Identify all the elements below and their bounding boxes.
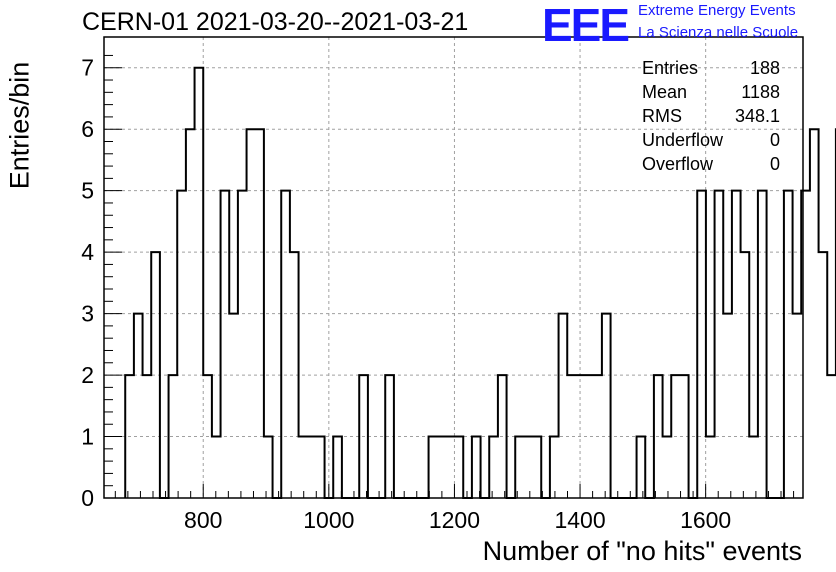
- histogram-bin: [827, 375, 836, 498]
- histogram-bin: [221, 191, 230, 498]
- histogram-bin: [299, 437, 308, 498]
- histogram-bin: [637, 437, 646, 498]
- x-tick-label: 1600: [680, 507, 731, 533]
- y-tick-label: 2: [81, 362, 94, 388]
- stats-row-underflow: Underflow 0: [642, 130, 780, 154]
- histogram-bin: [784, 191, 793, 498]
- stats-row-overflow: Overflow 0: [642, 154, 780, 178]
- plot-frame: [103, 36, 804, 499]
- stats-value: 348.1: [734, 106, 780, 126]
- stats-value: 188: [749, 58, 780, 78]
- histogram-bin: [446, 437, 455, 498]
- histogram-bin: [455, 437, 464, 498]
- x-axis-label: Number of "no hits" events: [482, 536, 802, 566]
- histogram-bin: [758, 191, 767, 498]
- stats-row-mean: Mean 1188: [642, 82, 780, 106]
- stats-key: Entries: [642, 58, 699, 78]
- histogram-bin: [732, 191, 741, 498]
- stats-key: Mean: [642, 82, 688, 102]
- histogram-line: [124, 66, 836, 499]
- stats-value: 1188: [741, 82, 780, 102]
- y-tick-label: 0: [81, 485, 94, 511]
- histogram-bin: [429, 437, 438, 498]
- histogram-bin: [238, 191, 247, 498]
- histogram-bin: [810, 129, 819, 498]
- logo-tagline-1: Extreme Energy Events: [638, 2, 796, 19]
- y-axis-label: Entries/bin: [4, 61, 35, 190]
- histogram-bin: [212, 437, 221, 498]
- histogram-bin: [134, 314, 143, 498]
- histogram-bin: [550, 437, 559, 498]
- histogram-bin: [195, 68, 204, 498]
- y-axis: 0 1 2 3 4 5 6 7: [81, 55, 122, 511]
- histogram-bin: [177, 191, 186, 498]
- histogram-bin: [749, 437, 758, 498]
- histogram-bin: [602, 314, 611, 498]
- histogram-bin: [229, 314, 238, 498]
- stats-key: Underflow: [642, 130, 724, 150]
- x-tick-label: 1200: [429, 507, 480, 533]
- histogram-bin: [316, 437, 325, 498]
- stats-value: 0: [769, 154, 780, 174]
- x-tick-label: 1000: [303, 507, 354, 533]
- y-tick-label: 5: [81, 178, 94, 204]
- histogram-bin: [437, 437, 446, 498]
- x-tick-label: 800: [184, 507, 222, 533]
- y-tick-label: 6: [81, 116, 94, 142]
- histogram-bin: [333, 437, 342, 498]
- histogram-bin: [472, 437, 481, 498]
- y-tick-label: 4: [81, 239, 94, 265]
- histogram-bin: [264, 437, 273, 498]
- histogram-bin: [663, 437, 672, 498]
- histogram-bin: [793, 314, 802, 498]
- y-tick-label: 1: [81, 424, 94, 450]
- histogram-bin: [281, 191, 290, 498]
- histogram-bin: [706, 437, 715, 498]
- stats-row-entries: Entries 188: [642, 58, 780, 82]
- histogram-bin: [559, 314, 568, 498]
- stats-key: RMS: [642, 106, 682, 126]
- logo-tagline-2: La Scienza nelle Scuole: [638, 24, 799, 41]
- plot-border: [103, 36, 804, 499]
- y-tick-label: 7: [81, 55, 94, 81]
- stats-key: Overflow: [642, 154, 714, 174]
- histogram-bin: [533, 437, 542, 498]
- histogram-bin: [697, 191, 706, 498]
- stats-row-rms: RMS 348.1: [642, 106, 780, 130]
- stats-value: 0: [769, 130, 780, 150]
- histogram-bin: [489, 437, 498, 498]
- chart-title: CERN-01 2021-03-20--2021-03-21: [82, 8, 469, 36]
- eee-logo: EEE: [542, 0, 630, 51]
- histogram-bin: [723, 314, 732, 498]
- x-tick-label: 1400: [554, 507, 605, 533]
- histogram-bin: [307, 437, 316, 498]
- stats-box: Entries 188 Mean 1188 RMS 348.1 Underflow 0 …: [642, 58, 780, 178]
- x-axis: 800 1000 1200 1400 1600: [114, 484, 795, 533]
- histogram-bin: [819, 252, 828, 498]
- y-tick-label: 3: [81, 301, 94, 327]
- histogram-bin: [524, 437, 533, 498]
- histogram-bin: [515, 437, 524, 498]
- histogram-series: [124, 66, 836, 499]
- histogram-bin: [715, 191, 724, 498]
